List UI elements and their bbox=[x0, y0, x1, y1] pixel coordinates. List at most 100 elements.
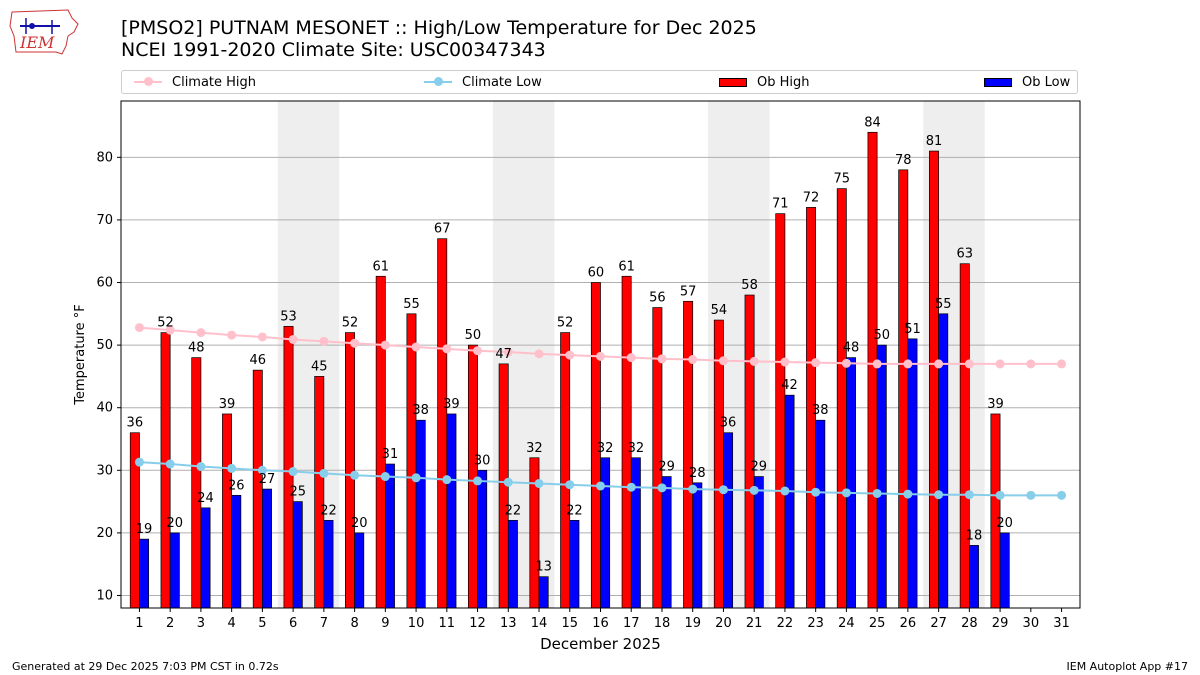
ob-low-bar bbox=[907, 338, 918, 609]
climate-low-point bbox=[903, 489, 913, 499]
climate-low-swatch bbox=[424, 77, 452, 86]
generated-note: Generated at 29 Dec 2025 7:03 PM CST in … bbox=[12, 660, 279, 673]
ob-high-label: 63 bbox=[956, 247, 973, 262]
x-tick-label: 10 bbox=[408, 616, 425, 631]
ob-low-bar bbox=[692, 482, 703, 609]
ob-low-label: 32 bbox=[628, 441, 645, 456]
x-tick-label: 21 bbox=[746, 616, 763, 631]
climate-high-point bbox=[196, 328, 206, 338]
ob-low-bar bbox=[846, 357, 856, 609]
ob-high-bar bbox=[683, 300, 694, 609]
climate-low-point bbox=[165, 459, 175, 469]
x-tick-label: 31 bbox=[1053, 616, 1070, 631]
ob-low-bar bbox=[200, 507, 211, 609]
ob-low-label: 27 bbox=[259, 472, 276, 487]
climate-high-point bbox=[257, 332, 267, 342]
ob-low-bar bbox=[262, 488, 272, 609]
ob-low-label: 13 bbox=[535, 560, 552, 575]
ob-high-bar bbox=[252, 369, 263, 609]
legend-ob-high-label: Ob High bbox=[757, 74, 810, 90]
ob-high-label: 52 bbox=[157, 316, 174, 331]
ob-low-label: 28 bbox=[689, 466, 706, 481]
ob-low-bar bbox=[569, 520, 580, 609]
title-line-1: [PMSO2] PUTNAM MESONET :: High/Low Tempe… bbox=[121, 17, 757, 39]
ob-high-label: 81 bbox=[926, 134, 943, 149]
climate-low-point bbox=[657, 483, 667, 493]
climate-low-point bbox=[473, 476, 483, 486]
ob-high-label: 72 bbox=[803, 190, 820, 205]
climate-high-point bbox=[1026, 359, 1036, 369]
ob-high-bar bbox=[898, 169, 909, 609]
legend-ob-low-label: Ob Low bbox=[1022, 74, 1071, 90]
ob-low-bar bbox=[384, 463, 395, 609]
ob-high-bar bbox=[222, 413, 233, 609]
y-tick-label: 60 bbox=[96, 276, 113, 291]
ob-low-bar bbox=[753, 476, 764, 609]
ob-low-bar bbox=[630, 457, 641, 609]
climate-high-point bbox=[934, 359, 944, 369]
ob-low-bar bbox=[477, 469, 488, 609]
legend-climate-low: Climate Low bbox=[424, 71, 542, 93]
climate-high-point bbox=[780, 357, 790, 367]
x-tick-label: 13 bbox=[500, 616, 517, 631]
climate-low-point bbox=[596, 481, 605, 491]
ob-high-label: 58 bbox=[741, 278, 758, 293]
climate-low-point bbox=[134, 457, 144, 467]
legend-climate-high: Climate High bbox=[134, 71, 256, 93]
ob-high-bar bbox=[467, 344, 478, 609]
x-tick-label: 19 bbox=[684, 616, 701, 631]
climate-low-point bbox=[995, 490, 1005, 500]
climate-low-point bbox=[688, 484, 698, 494]
climate-high-point bbox=[227, 330, 237, 340]
ob-high-label: 45 bbox=[311, 359, 328, 374]
climate-high-point bbox=[688, 355, 698, 365]
x-tick-label: 22 bbox=[777, 616, 794, 631]
ob-high-swatch bbox=[719, 77, 747, 87]
ob-high-label: 32 bbox=[526, 441, 543, 456]
climate-low-point bbox=[227, 463, 237, 473]
y-tick-label: 30 bbox=[96, 463, 113, 478]
climate-high-point bbox=[380, 340, 390, 350]
y-tick-label: 40 bbox=[96, 401, 113, 416]
climate-low-point bbox=[288, 467, 298, 477]
climate-high-point bbox=[657, 354, 667, 364]
climate-high-point bbox=[596, 351, 605, 361]
climate-low-point bbox=[626, 482, 636, 492]
ob-low-bar bbox=[538, 576, 549, 609]
ob-low-label: 51 bbox=[904, 322, 921, 337]
x-tick-label: 14 bbox=[531, 616, 548, 631]
climate-low-point bbox=[565, 480, 575, 490]
ob-low-bar bbox=[938, 313, 949, 609]
ob-low-bar bbox=[139, 538, 150, 609]
ob-high-bar bbox=[959, 263, 970, 609]
ob-high-label: 50 bbox=[465, 328, 482, 343]
y-axis-label: Temperature °F bbox=[73, 304, 88, 405]
ob-high-label: 67 bbox=[434, 222, 451, 237]
x-tick-label: 27 bbox=[930, 616, 947, 631]
climate-high-point bbox=[718, 356, 728, 366]
ob-low-bar bbox=[292, 501, 303, 609]
ob-low-label: 29 bbox=[658, 460, 675, 475]
ob-low-label: 24 bbox=[197, 491, 214, 506]
ob-low-label: 22 bbox=[566, 503, 583, 518]
x-tick-label: 4 bbox=[228, 616, 236, 631]
iem-logo: IEM bbox=[8, 6, 82, 62]
ob-low-bar bbox=[968, 545, 979, 609]
y-tick-label: 50 bbox=[96, 338, 113, 353]
x-tick-label: 15 bbox=[561, 616, 578, 631]
ob-low-bar bbox=[354, 532, 365, 609]
climate-low-point bbox=[319, 468, 329, 478]
ob-low-bar bbox=[415, 419, 426, 609]
climate-low-point bbox=[872, 488, 882, 498]
x-tick-label: 23 bbox=[807, 616, 824, 631]
x-tick-label: 1 bbox=[135, 616, 143, 631]
climate-low-point bbox=[350, 470, 360, 480]
title-line-2: NCEI 1991-2020 Climate Site: USC00347343 bbox=[121, 39, 546, 61]
climate-low-point bbox=[718, 485, 728, 495]
climate-high-point bbox=[534, 349, 544, 359]
x-tick-label: 9 bbox=[381, 616, 389, 631]
climate-low-point bbox=[196, 462, 206, 472]
legend-ob-high: Ob High bbox=[719, 71, 810, 93]
ob-low-bar bbox=[323, 520, 334, 609]
climate-low-point bbox=[811, 487, 821, 497]
